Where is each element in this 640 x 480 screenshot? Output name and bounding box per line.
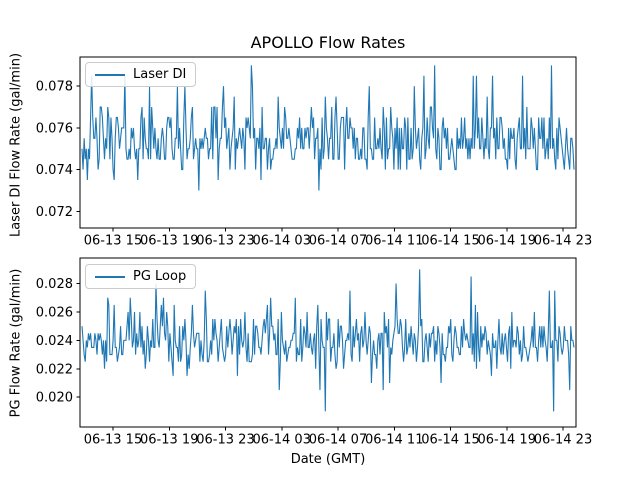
y-tick-label: 0.020 — [36, 391, 73, 406]
x-tick-label: 06-14 03 — [253, 433, 311, 448]
y-tick-label: 0.076 — [36, 121, 73, 136]
x-tick-label: 06-13 19 — [140, 234, 198, 249]
axes-spine — [79, 56, 577, 229]
x-tick-label: 06-14 23 — [534, 433, 592, 448]
legend-line-sample-icon — [95, 73, 125, 76]
y-tick-label: 0.024 — [36, 334, 73, 349]
x-tick-label: 06-14 19 — [478, 433, 536, 448]
y-tick-label: 0.074 — [36, 163, 73, 178]
legend-label: PG Loop — [133, 269, 187, 284]
x-axis-label: Date (GMT) — [290, 452, 366, 467]
x-tick-label: 06-14 03 — [253, 234, 311, 249]
x-tick-label: 06-13 15 — [84, 433, 142, 448]
x-tick-label: 06-14 19 — [478, 234, 536, 249]
legend-label: Laser DI — [133, 67, 187, 82]
x-tick-label: 06-14 07 — [309, 234, 367, 249]
x-tick-label: 06-14 07 — [309, 433, 367, 448]
laser-di-series-line — [81, 65, 575, 191]
plot-title: APOLLO Flow Rates — [250, 33, 406, 52]
x-tick-label: 06-13 15 — [84, 234, 142, 249]
top-y-axis-label: Laser DI Flow Rate (gal/min) — [8, 52, 24, 238]
x-tick-label: 06-14 15 — [421, 234, 479, 249]
x-tick-label: 06-14 11 — [365, 234, 423, 249]
y-tick-label: 0.078 — [36, 80, 73, 95]
y-tick-label: 0.022 — [36, 362, 73, 377]
pg-loop-series-line — [81, 269, 575, 412]
x-tick-label: 06-13 19 — [140, 433, 198, 448]
y-tick-label: 0.072 — [36, 205, 73, 220]
legend-pg-loop: PG Loop — [85, 264, 197, 289]
axes-spine — [79, 257, 577, 428]
legend-laser-di: Laser DI — [85, 62, 197, 87]
legend-line-sample-icon — [95, 275, 125, 278]
y-tick-label: 0.026 — [36, 305, 73, 320]
x-tick-label: 06-13 23 — [196, 433, 254, 448]
bottom-y-axis-label: PG Flow Rate (gal/min) — [8, 268, 24, 418]
y-tick-label: 0.028 — [36, 277, 73, 292]
x-tick-label: 06-14 23 — [534, 234, 592, 249]
x-tick-label: 06-14 11 — [365, 433, 423, 448]
x-tick-label: 06-14 15 — [421, 433, 479, 448]
x-tick-label: 06-13 23 — [196, 234, 254, 249]
